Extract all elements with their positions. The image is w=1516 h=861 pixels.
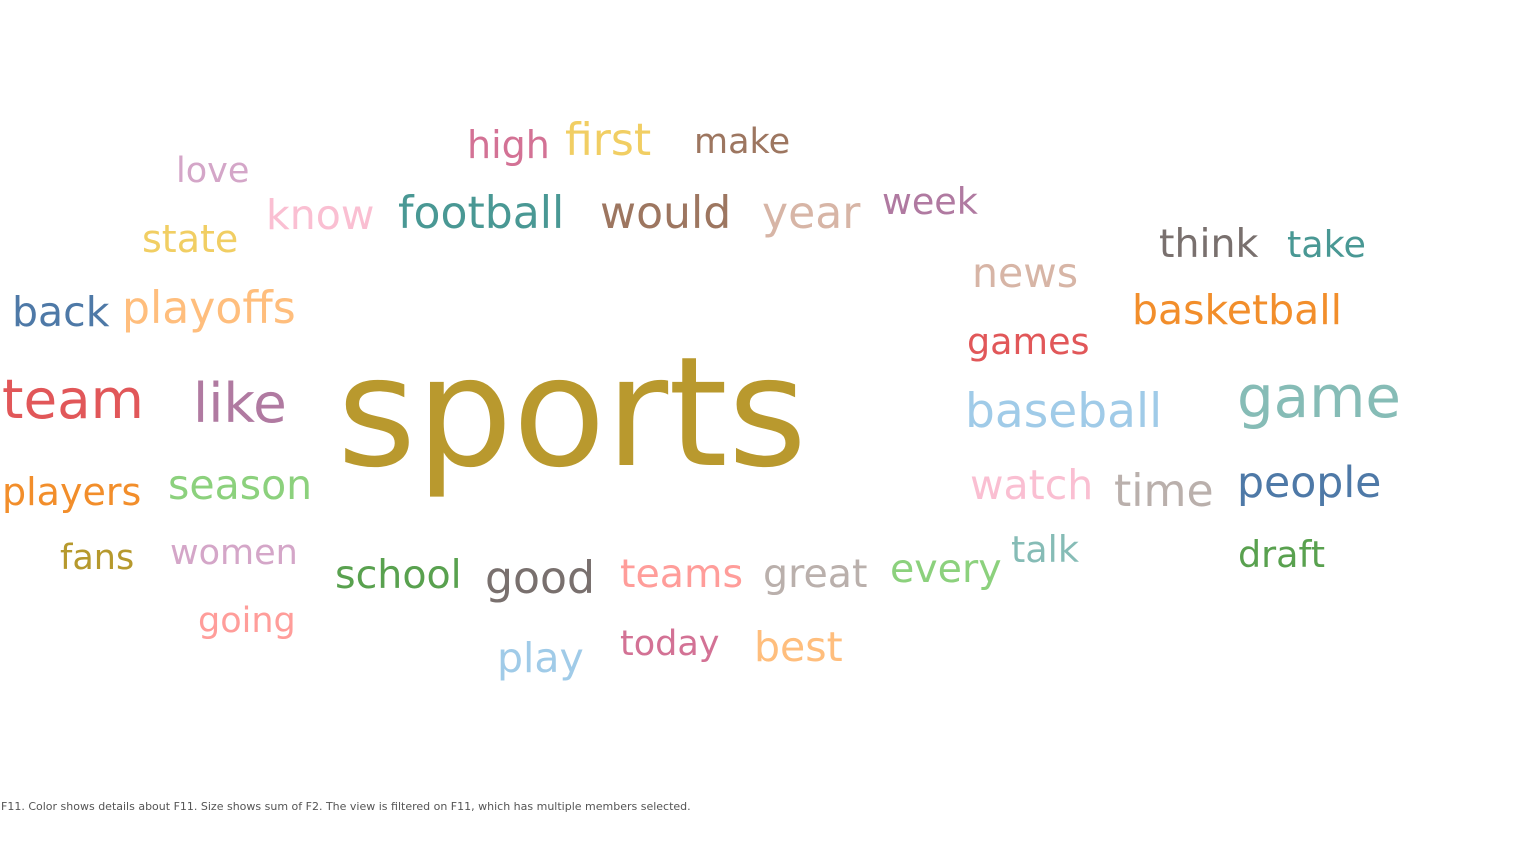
word-take: take — [1287, 223, 1366, 267]
word-play: play — [497, 633, 584, 682]
chart-caption: F11. Color shows details about F11. Size… — [1, 800, 691, 813]
word-fans: fans — [60, 537, 135, 578]
word-game: game — [1237, 363, 1401, 432]
word-know: know — [266, 190, 375, 239]
word-season: season — [168, 460, 313, 509]
word-like: like — [193, 371, 287, 436]
word-love: love — [176, 150, 250, 191]
word-draft: draft — [1238, 533, 1326, 577]
word-women: women — [170, 532, 298, 573]
word-talk: talk — [1011, 528, 1079, 572]
word-make: make — [694, 121, 791, 162]
word-high: high — [467, 122, 550, 167]
word-going: going — [198, 600, 296, 641]
word-great: great — [763, 551, 868, 598]
word-good: good — [485, 553, 595, 604]
word-people: people — [1237, 458, 1382, 509]
word-cloud: sports game team like baseball football would y… — [2, 115, 1401, 682]
word-week: week — [882, 180, 978, 224]
word-sports: sports — [337, 323, 807, 501]
word-today: today — [620, 623, 720, 664]
word-basketball: basketball — [1132, 285, 1343, 334]
word-best: best — [754, 622, 843, 671]
word-think: think — [1159, 221, 1259, 268]
word-first: first — [565, 115, 652, 166]
word-teams: teams — [620, 551, 744, 598]
word-watch: watch — [970, 460, 1094, 509]
word-would: would — [600, 188, 732, 239]
word-school: school — [335, 552, 462, 599]
word-players: players — [2, 469, 142, 514]
word-state: state — [142, 216, 239, 261]
word-games: games — [967, 320, 1090, 364]
word-time: time — [1114, 466, 1214, 517]
word-news: news — [972, 248, 1079, 297]
word-playoffs: playoffs — [122, 283, 296, 334]
word-every: every — [890, 546, 1002, 593]
word-year: year — [762, 188, 861, 239]
word-team: team — [2, 367, 144, 432]
word-football: football — [398, 188, 565, 239]
word-baseball: baseball — [965, 384, 1163, 440]
word-back: back — [12, 287, 110, 336]
